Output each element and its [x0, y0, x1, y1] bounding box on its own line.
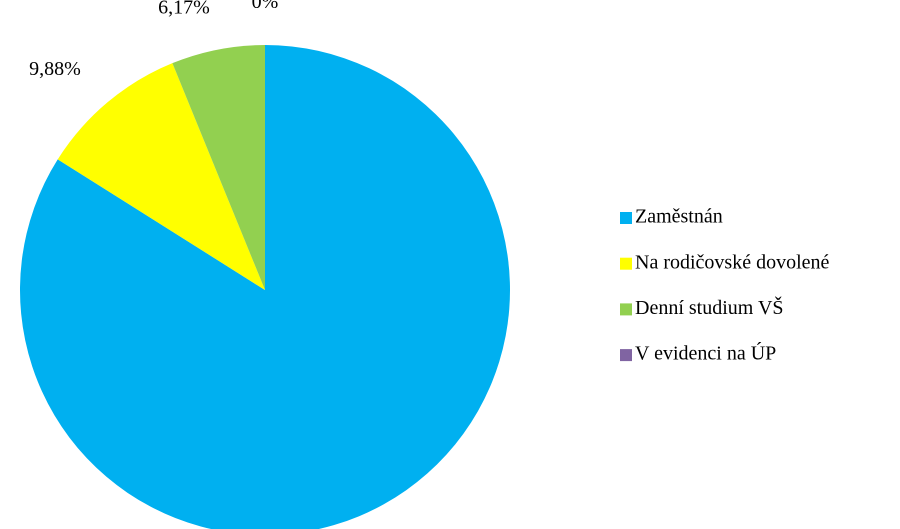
pie-slice [172, 45, 265, 290]
legend-label: Na rodičovské dovolené [635, 251, 830, 273]
data-label: 6,17% [158, 0, 210, 18]
legend-swatch [620, 303, 632, 316]
pie-slice [57, 63, 266, 291]
legend-swatch [620, 349, 632, 362]
pie-slice [20, 45, 510, 529]
legend-label: Zaměstnán [635, 206, 723, 228]
legend-swatch [620, 212, 632, 224]
legend-label: V evidenci na ÚP [635, 341, 776, 365]
legend-label: Denní studium VŠ [635, 295, 784, 319]
data-label: 0% [252, 0, 279, 13]
data-label: 9,88% [29, 58, 81, 80]
legend-swatch [620, 257, 632, 270]
